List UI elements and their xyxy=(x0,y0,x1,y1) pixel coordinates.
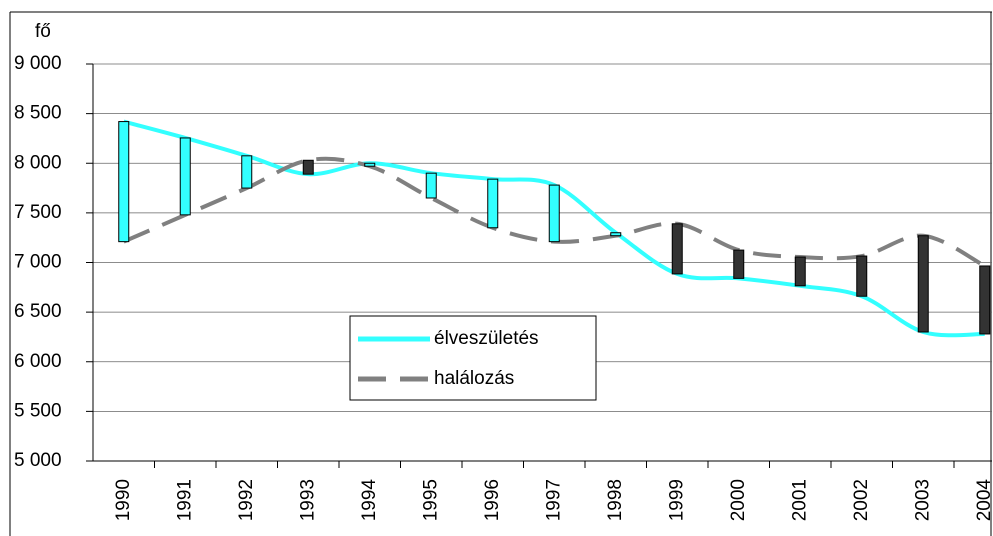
up-down-bar xyxy=(241,155,253,189)
y-tick-label: 7 500 xyxy=(14,202,62,223)
up-down-bar xyxy=(917,235,929,333)
up-down-bar xyxy=(610,232,622,237)
up-down-bar xyxy=(364,162,376,167)
y-tick-label: 5 500 xyxy=(14,400,62,421)
x-tick-label: 1996 xyxy=(482,479,503,521)
up-down-bar xyxy=(302,159,314,175)
up-down-bar xyxy=(733,249,745,279)
up-down-bar xyxy=(979,265,991,335)
up-down-bar xyxy=(118,121,130,243)
legend-box xyxy=(349,315,597,401)
y-tick-label: 8 500 xyxy=(14,103,62,124)
up-down-bar xyxy=(794,256,806,287)
up-down-bar xyxy=(671,223,683,275)
x-tick-label: 1990 xyxy=(113,479,134,521)
up-down-bar xyxy=(179,137,191,216)
up-down-bar xyxy=(425,172,437,199)
x-tick-label: 2002 xyxy=(851,479,872,521)
x-tick-label: 1991 xyxy=(174,479,195,521)
y-tick-label: 8 000 xyxy=(14,152,62,173)
up-down-bar xyxy=(548,184,560,243)
x-tick-label: 1999 xyxy=(666,479,687,521)
y-tick-label: 5 000 xyxy=(14,450,62,471)
x-tick-label: 2004 xyxy=(974,479,993,522)
legend-label: élveszületés xyxy=(434,328,539,349)
y-tick-label: 9 000 xyxy=(14,53,62,74)
x-tick-label: 2001 xyxy=(789,479,810,521)
y-axis-label: fő xyxy=(35,21,51,42)
x-tick-label: 2000 xyxy=(728,479,749,521)
y-tick-label: 6 000 xyxy=(14,351,62,372)
x-tick-label: 1997 xyxy=(543,479,564,521)
x-tick-label: 1994 xyxy=(359,479,380,522)
y-tick-label: 7 000 xyxy=(14,252,62,273)
x-tick-label: 1993 xyxy=(297,479,318,521)
up-down-bar xyxy=(856,255,868,297)
legend-label: halálozás xyxy=(434,368,514,389)
x-tick-label: 1998 xyxy=(605,479,626,521)
y-tick-label: 6 500 xyxy=(14,301,62,322)
x-tick-label: 1992 xyxy=(236,479,257,521)
x-tick-label: 2003 xyxy=(912,479,933,521)
x-tick-label: 1995 xyxy=(420,479,441,521)
up-down-bar xyxy=(487,178,499,229)
